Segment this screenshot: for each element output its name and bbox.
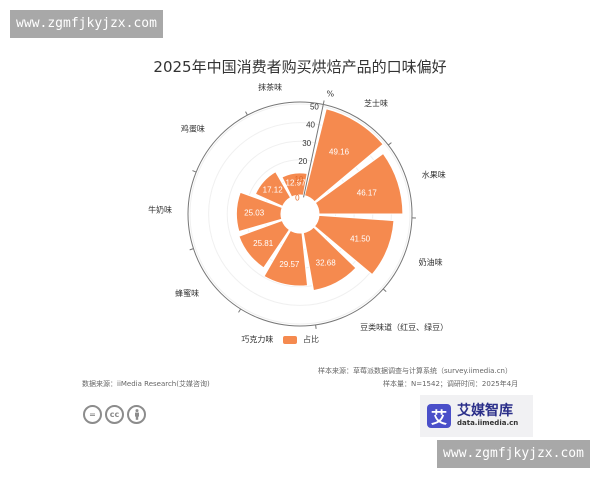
bar-value-label: 25.03 bbox=[244, 208, 265, 217]
brand-logo-block: 艾 艾媒智库 data.iimedia.cn bbox=[420, 395, 533, 437]
radial-axis-line bbox=[303, 104, 324, 198]
angle-tick bbox=[189, 248, 194, 251]
brand-name: 艾媒智库 bbox=[457, 403, 513, 419]
unit-label: % bbox=[327, 90, 335, 99]
data-source: 数据来源：iiMedia Research(艾媒咨询) bbox=[82, 380, 210, 388]
watermark-top: www.zgmfjkyjzx.com bbox=[10, 10, 163, 38]
bar-value-label: 49.16 bbox=[329, 148, 350, 157]
cc-icon: cc bbox=[105, 405, 124, 424]
bar-value-label: 32.68 bbox=[316, 258, 337, 267]
bar-value-label: 17.12 bbox=[263, 185, 284, 194]
angle-tick bbox=[322, 100, 325, 105]
category-label: 奶油味 bbox=[419, 257, 443, 267]
angle-tick bbox=[387, 142, 392, 146]
brand-logo-icon: 艾 bbox=[427, 404, 451, 428]
bar-0 bbox=[303, 108, 384, 203]
legend-swatch bbox=[283, 335, 297, 344]
category-label: 鸡蛋味 bbox=[181, 123, 205, 133]
angle-tick bbox=[382, 288, 387, 292]
chart-title: 2025年中国消费者购买烘焙产品的口味偏好 bbox=[153, 58, 447, 76]
bar-8 bbox=[281, 172, 308, 198]
category-label: 蜂蜜味 bbox=[175, 288, 199, 298]
category-label: 豆类味道（红豆、绿豆） bbox=[360, 322, 448, 332]
center-hole bbox=[283, 197, 317, 231]
license-icons: = cc bbox=[83, 405, 146, 424]
bar-7 bbox=[254, 171, 292, 207]
bar-6 bbox=[235, 191, 283, 233]
radial-tick-label: 30 bbox=[302, 139, 311, 148]
nd-icon: = bbox=[83, 405, 102, 424]
bar-value-label: 29.57 bbox=[279, 260, 300, 269]
radial-tick-label: 0 bbox=[295, 193, 300, 202]
legend[interactable]: 占比 bbox=[283, 334, 319, 345]
brand-url: data.iimedia.cn bbox=[457, 419, 519, 427]
bar-2 bbox=[313, 214, 395, 276]
angle-tick bbox=[315, 324, 317, 329]
radial-tick-label: 50 bbox=[310, 102, 319, 111]
bar-4 bbox=[263, 229, 309, 287]
category-label: 芝士味 bbox=[364, 98, 388, 108]
bar-5 bbox=[238, 219, 291, 269]
radial-tick-label: 20 bbox=[298, 157, 307, 166]
bar-value-label: 46.17 bbox=[357, 188, 378, 197]
legend-label: 占比 bbox=[303, 335, 319, 344]
bar-3 bbox=[302, 226, 357, 292]
bar-1 bbox=[314, 152, 404, 215]
angle-tick bbox=[192, 170, 197, 173]
bar-value-label: 41.50 bbox=[350, 234, 371, 243]
angle-tick bbox=[245, 111, 248, 116]
sample-info: 样本量：N=1542；调研时间：2025年4月 bbox=[383, 380, 519, 388]
by-icon bbox=[127, 405, 146, 424]
radial-tick-label: 40 bbox=[306, 121, 315, 130]
sample-source: 样本来源：草莓派数据调查与计算系统（survey.iimedia.cn） bbox=[318, 367, 512, 375]
bar-value-label: 25.81 bbox=[253, 239, 274, 248]
watermark-bottom: www.zgmfjkyjzx.com bbox=[437, 440, 590, 468]
category-label: 水果味 bbox=[422, 169, 446, 179]
category-label: 巧克力味 bbox=[241, 334, 273, 344]
grid-circle bbox=[189, 103, 411, 325]
category-label: 牛奶味 bbox=[148, 205, 172, 215]
radial-tick-label: 10 bbox=[294, 175, 303, 184]
outer-axis-circle bbox=[187, 101, 413, 327]
bar-value-label: 12.97 bbox=[286, 178, 307, 187]
category-label: 抹茶味 bbox=[258, 82, 282, 92]
angle-tick bbox=[238, 308, 242, 313]
